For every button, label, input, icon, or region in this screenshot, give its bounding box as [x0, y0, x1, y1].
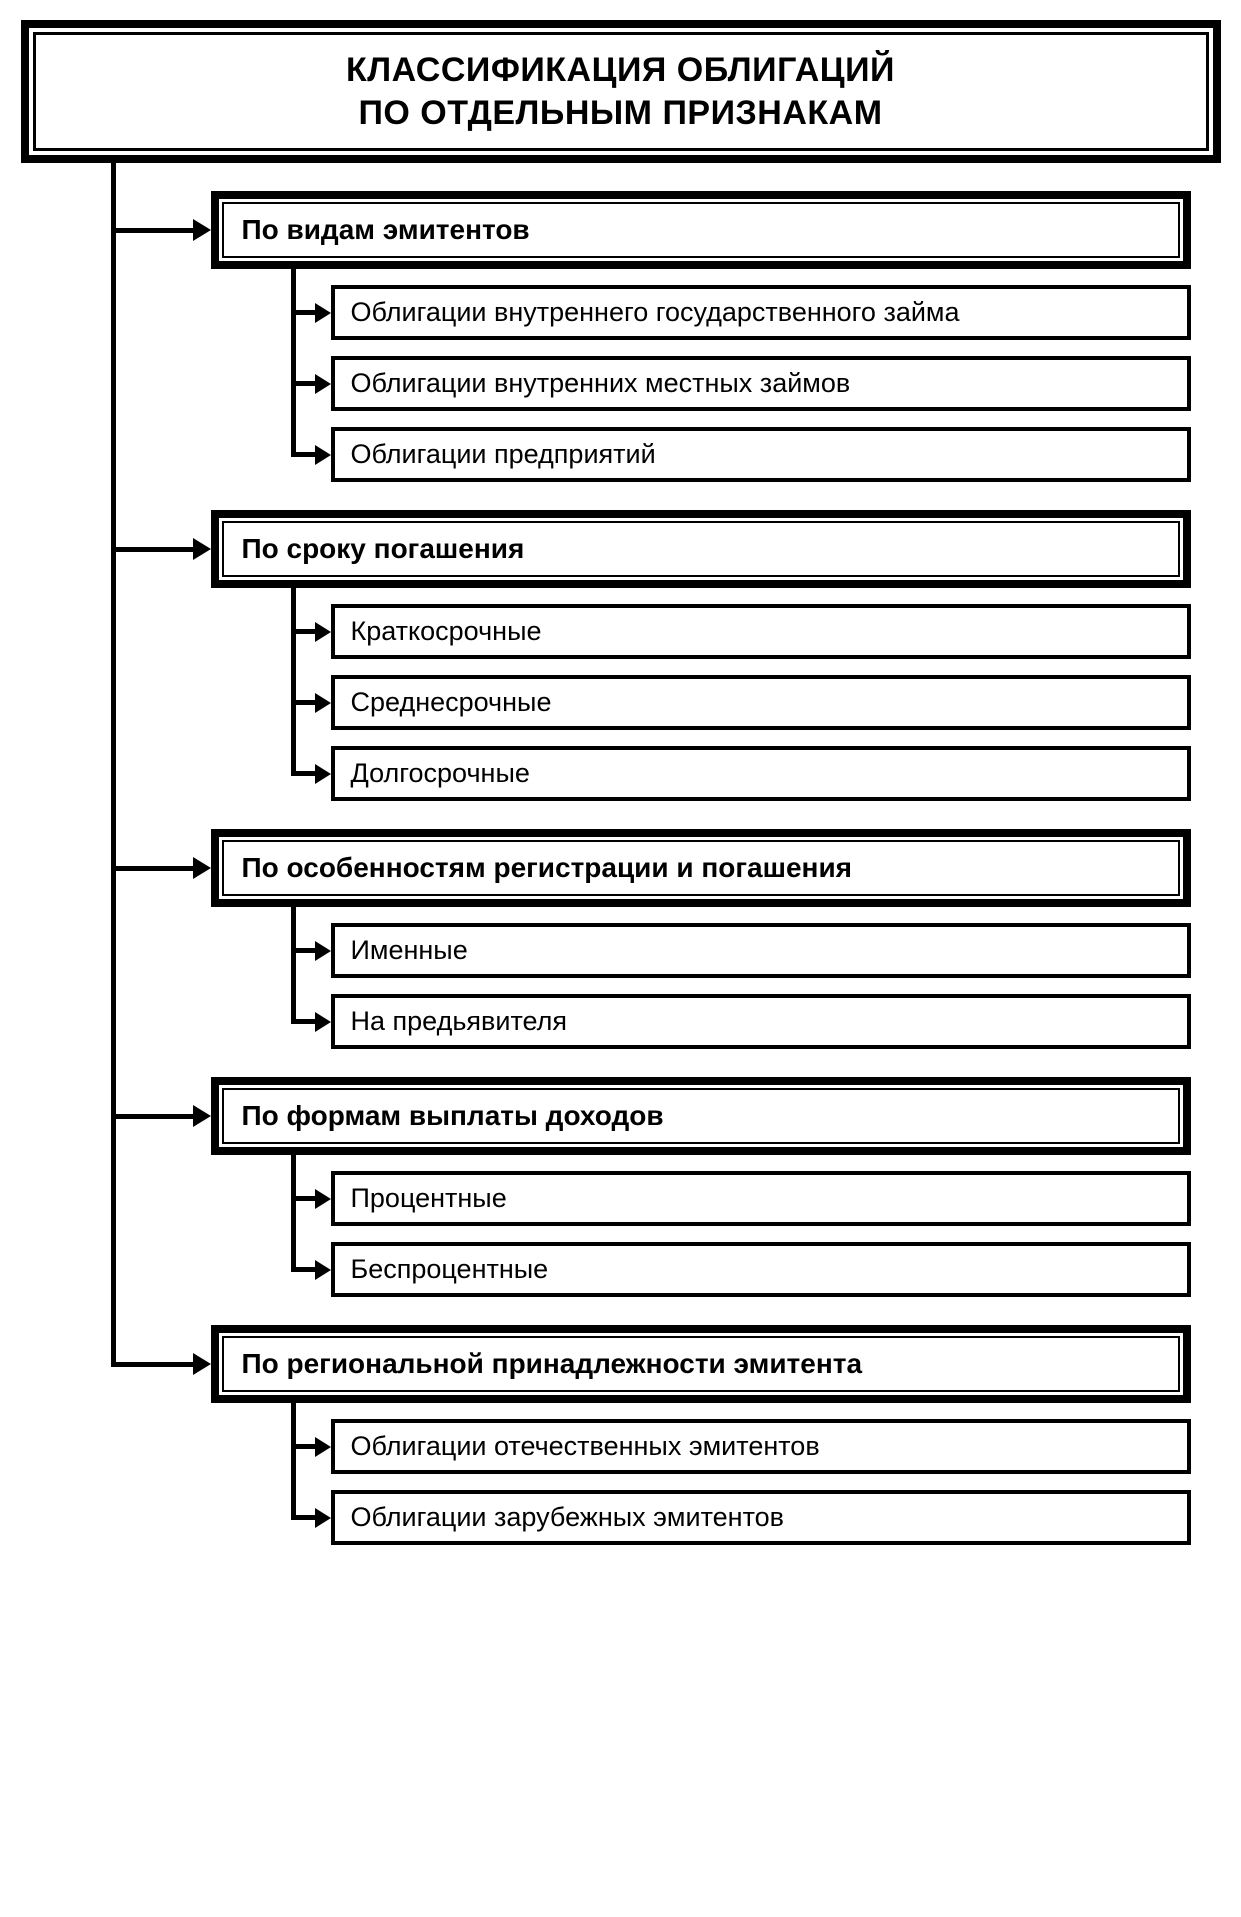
item-spine-line — [291, 907, 296, 1024]
category-connector-line — [111, 228, 193, 233]
item-box: На предьявителя — [331, 994, 1191, 1049]
item-row: На предьявителя — [331, 978, 1221, 1049]
category-connector-line — [111, 866, 193, 871]
item-box: Среднесрочные — [331, 675, 1191, 730]
category-label: По формам выплаты доходов — [222, 1088, 1180, 1144]
items-group: Процентные Беспроцентные — [331, 1155, 1221, 1297]
item-box: Долгосрочные — [331, 746, 1191, 801]
category-group: По сроку погашения Краткосрочные Среднесро… — [21, 482, 1221, 801]
title-text: КЛАССИФИКАЦИЯ ОБЛИГАЦИЙ ПО ОТДЕЛЬНЫМ ПРИ… — [33, 32, 1209, 151]
category-group: По видам эмитентов Облигации внутреннего … — [21, 163, 1221, 482]
category-label: По видам эмитентов — [222, 202, 1180, 258]
item-connector-line — [291, 1444, 315, 1449]
item-box: Облигации предприятий — [331, 427, 1191, 482]
item-row: Беспроцентные — [331, 1226, 1221, 1297]
title-box: КЛАССИФИКАЦИЯ ОБЛИГАЦИЙ ПО ОТДЕЛЬНЫМ ПРИ… — [21, 20, 1221, 163]
items-group: Облигации внутреннего государственного з… — [331, 269, 1221, 482]
item-row: Процентные — [331, 1155, 1221, 1226]
item-connector-line — [291, 948, 315, 953]
arrow-right-icon — [315, 1508, 331, 1528]
item-connector-line — [291, 452, 315, 457]
category-connector-line — [111, 1114, 193, 1119]
item-row: Облигации предприятий — [331, 411, 1221, 482]
item-box: Беспроцентные — [331, 1242, 1191, 1297]
title-line-1: КЛАССИФИКАЦИЯ ОБЛИГАЦИЙ — [346, 51, 895, 89]
category-label: По особенностям регистрации и погашения — [222, 840, 1180, 896]
item-row: Именные — [331, 907, 1221, 978]
item-connector-line — [291, 700, 315, 705]
arrow-right-icon — [315, 1012, 331, 1032]
category-label: По региональной принадлежности эмитента — [222, 1336, 1180, 1392]
item-row: Облигации зарубежных эмитентов — [331, 1474, 1221, 1545]
item-spine-line — [291, 1403, 296, 1520]
category-box: По сроку погашения — [211, 510, 1191, 588]
arrow-right-icon — [193, 538, 211, 560]
item-spine-line — [291, 1155, 296, 1272]
item-connector-line — [291, 381, 315, 386]
item-box: Облигации отечественных эмитентов — [331, 1419, 1191, 1474]
arrow-right-icon — [193, 857, 211, 879]
category-connector-line — [111, 1362, 193, 1367]
tree-root: По видам эмитентов Облигации внутреннего … — [21, 163, 1221, 1545]
arrow-right-icon — [315, 693, 331, 713]
item-row: Краткосрочные — [331, 588, 1221, 659]
item-row: Облигации внутреннего государственного з… — [331, 269, 1221, 340]
category-group: По региональной принадлежности эмитента О… — [21, 1297, 1221, 1545]
item-connector-line — [291, 1515, 315, 1520]
item-connector-line — [291, 310, 315, 315]
arrow-right-icon — [193, 1105, 211, 1127]
item-connector-line — [291, 629, 315, 634]
arrow-right-icon — [315, 374, 331, 394]
classification-diagram: КЛАССИФИКАЦИЯ ОБЛИГАЦИЙ ПО ОТДЕЛЬНЫМ ПРИ… — [21, 20, 1221, 1545]
arrow-right-icon — [315, 1437, 331, 1457]
category-group: По особенностям регистрации и погашения И… — [21, 801, 1221, 1049]
arrow-right-icon — [315, 764, 331, 784]
category-box: По видам эмитентов — [211, 191, 1191, 269]
item-row: Облигации внутренних местных займов — [331, 340, 1221, 411]
item-row: Долгосрочные — [331, 730, 1221, 801]
item-spine-line — [291, 269, 296, 457]
item-box: Облигации внутреннего государственного з… — [331, 285, 1191, 340]
item-spine-line — [291, 588, 296, 776]
category-box: По региональной принадлежности эмитента — [211, 1325, 1191, 1403]
arrow-right-icon — [315, 941, 331, 961]
arrow-right-icon — [315, 445, 331, 465]
category-box: По особенностям регистрации и погашения — [211, 829, 1191, 907]
item-connector-line — [291, 1267, 315, 1272]
arrow-right-icon — [193, 219, 211, 241]
arrow-right-icon — [315, 622, 331, 642]
category-label: По сроку погашения — [222, 521, 1180, 577]
arrow-right-icon — [315, 1260, 331, 1280]
item-connector-line — [291, 1196, 315, 1201]
arrow-right-icon — [315, 303, 331, 323]
item-box: Процентные — [331, 1171, 1191, 1226]
item-row: Облигации отечественных эмитентов — [331, 1403, 1221, 1474]
item-box: Облигации внутренних местных займов — [331, 356, 1191, 411]
category-connector-line — [111, 547, 193, 552]
item-connector-line — [291, 771, 315, 776]
title-line-2: ПО ОТДЕЛЬНЫМ ПРИЗНАКАМ — [358, 94, 882, 132]
items-group: Облигации отечественных эмитентов Облигац… — [331, 1403, 1221, 1545]
items-group: Краткосрочные Среднесрочные Долгосрочные — [331, 588, 1221, 801]
item-box: Облигации зарубежных эмитентов — [331, 1490, 1191, 1545]
item-box: Именные — [331, 923, 1191, 978]
arrow-right-icon — [193, 1353, 211, 1375]
item-row: Среднесрочные — [331, 659, 1221, 730]
category-box: По формам выплаты доходов — [211, 1077, 1191, 1155]
category-group: По формам выплаты доходов Процентные Беспр… — [21, 1049, 1221, 1297]
item-box: Краткосрочные — [331, 604, 1191, 659]
items-group: Именные На предьявителя — [331, 907, 1221, 1049]
item-connector-line — [291, 1019, 315, 1024]
arrow-right-icon — [315, 1189, 331, 1209]
